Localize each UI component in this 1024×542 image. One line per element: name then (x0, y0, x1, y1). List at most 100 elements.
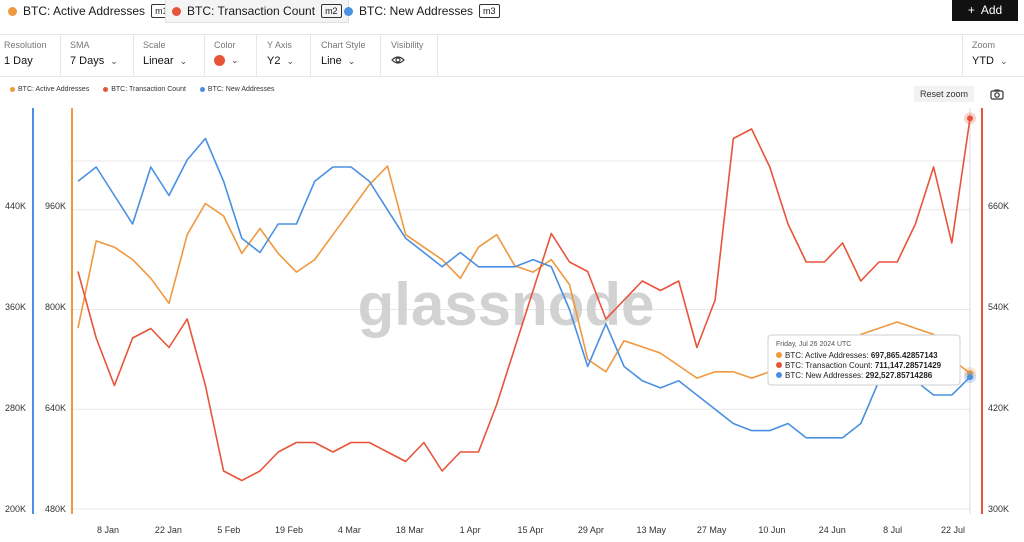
control-value: Y2 (267, 55, 281, 67)
sma-select[interactable]: SMA 7 Days ⌄ (70, 40, 118, 74)
y-tick-label: 360K (5, 302, 26, 312)
tooltip-box (767, 334, 961, 386)
scale-select[interactable]: Scale Linear ⌄ (143, 40, 187, 74)
y-tick-label: 540K (988, 302, 1009, 312)
tooltip-row: BTC: Transaction Count: 711,147.28571429 (785, 361, 942, 370)
tooltip-row-value: 711,147.28571429 (875, 361, 942, 370)
tab-label: BTC: New Addresses (359, 4, 474, 18)
add-metric-button[interactable]: + Add (952, 0, 1018, 21)
control-value: YTD (972, 55, 994, 67)
control-label: Y Axis (267, 40, 292, 50)
y-axis-select[interactable]: Y Axis Y2 ⌄ (267, 40, 294, 74)
chart-legend: BTC: Active Addresses BTC: Transaction C… (10, 86, 274, 93)
legend-dot (10, 87, 15, 92)
tab-badge: m2 (321, 4, 342, 18)
tooltip-row-label: BTC: Active Addresses: (785, 351, 871, 360)
tab-label: BTC: Active Addresses (23, 4, 146, 18)
legend-dot (199, 87, 205, 92)
y-tick-label: 480K (45, 504, 66, 514)
control-value: 7 Days (70, 55, 105, 67)
color-select[interactable]: Color ⌄ (214, 40, 239, 74)
x-tick-label: 18 Mar (396, 525, 424, 535)
chart-style-select[interactable]: Chart Style Line ⌄ (321, 40, 366, 74)
x-tick-label: 13 May (636, 525, 666, 535)
tooltip-row-label: BTC: New Addresses: (785, 371, 865, 380)
tooltip-dot (776, 352, 782, 358)
tooltip-row-value: 292,527.85714286 (865, 371, 932, 380)
divider (962, 34, 963, 76)
control-label: SMA (70, 40, 90, 50)
control-value: Line (321, 55, 342, 67)
series-color-dot (344, 6, 353, 16)
y-tick-label: 660K (988, 201, 1009, 211)
series-line-transaction-count (77, 118, 971, 482)
y-tick-label: 640K (45, 403, 66, 413)
hover-point (967, 115, 973, 122)
x-tick-label: 19 Feb (275, 525, 303, 535)
chevron-down-icon: ⌄ (231, 55, 239, 65)
divider (133, 34, 134, 76)
y-tick-label: 200K (5, 504, 26, 514)
line-chart[interactable]: glassnode 200K 280K 360K 440K 480K 640K 800K 96… (0, 105, 1024, 542)
y-tick-label: 280K (5, 403, 26, 413)
metric-tab-bar: BTC: Active Addresses m1 BTC: Transactio… (0, 0, 1024, 35)
chevron-down-icon: ⌄ (1000, 55, 1008, 66)
axes: 200K 280K 360K 440K 480K 640K 800K 960K 300K 420K… (5, 108, 1009, 535)
control-label: Chart Style (321, 40, 366, 50)
x-tick-label: 22 Jul (941, 525, 965, 535)
series-color-dot (172, 6, 181, 16)
tooltip-date: Friday, Jul 26 2024 UTC (776, 341, 851, 348)
legend-label: BTC: Active Addresses (18, 86, 90, 93)
y-tick-label: 440K (5, 201, 26, 211)
tooltip-row-value: 697,865.42857143 (871, 351, 938, 360)
divider (204, 34, 205, 76)
tab-new-addresses[interactable]: BTC: New Addresses m3 (344, 0, 500, 21)
x-tick-label: 1 Apr (460, 525, 481, 535)
tooltip-dot (776, 362, 782, 368)
chevron-down-icon: ⌄ (286, 55, 295, 66)
divider (380, 34, 381, 76)
control-label: Color (214, 40, 236, 50)
watermark: glassnode (358, 271, 655, 338)
y-tick-label: 300K (988, 504, 1009, 514)
x-tick-label: 24 Jun (819, 525, 846, 535)
y-tick-label: 800K (45, 302, 66, 312)
divider (60, 34, 61, 76)
tab-transaction-count[interactable]: BTC: Transaction Count m2 (165, 0, 349, 23)
divider (256, 34, 257, 76)
tooltip-row: BTC: New Addresses: 292,527.85714286 (785, 371, 933, 380)
control-label: Scale (143, 40, 166, 50)
divider (437, 34, 438, 76)
chevron-down-icon: ⌄ (110, 55, 118, 66)
y-tick-label: 960K (45, 201, 66, 211)
control-label: Zoom (972, 40, 996, 50)
series-line-new-addresses (77, 137, 971, 439)
tab-badge: m3 (479, 4, 500, 18)
x-tick-label: 22 Jan (155, 525, 182, 535)
reset-zoom-button[interactable]: Reset zoom (914, 86, 974, 102)
divider (310, 34, 311, 76)
series-color-dot (8, 6, 17, 16)
tab-active-addresses[interactable]: BTC: Active Addresses m1 (8, 0, 172, 21)
chevron-down-icon: ⌄ (347, 55, 356, 66)
add-button-label: Add (980, 3, 1003, 17)
tooltip-row-label: BTC: Transaction Count: (785, 361, 875, 370)
tooltip-dot (776, 372, 782, 378)
tooltip-row: BTC: Active Addresses: 697,865.42857143 (785, 351, 938, 360)
control-value: 1 Day (4, 55, 33, 67)
legend-item-new-addresses[interactable]: BTC: New Addresses (199, 86, 274, 93)
x-tick-label: 15 Apr (517, 525, 543, 535)
eye-icon (391, 56, 405, 64)
resolution-select[interactable]: Resolution 1 Day (4, 40, 47, 74)
tooltip: Friday, Jul 26 2024 UTC BTC: Active Addre… (767, 334, 961, 386)
zoom-select[interactable]: Zoom YTD ⌄ (972, 40, 1008, 74)
legend-item-transaction-count[interactable]: BTC: Transaction Count (103, 86, 186, 93)
chevron-down-icon: ⌄ (179, 55, 188, 66)
x-tick-label: 29 Apr (578, 525, 604, 535)
x-tick-label: 10 Jun (758, 525, 785, 535)
plus-icon: + (967, 3, 975, 17)
legend-item-active-addresses[interactable]: BTC: Active Addresses (10, 86, 89, 93)
grid-lines (70, 160, 970, 510)
camera-icon[interactable] (990, 87, 1004, 101)
visibility-toggle[interactable]: Visibility (391, 40, 423, 74)
